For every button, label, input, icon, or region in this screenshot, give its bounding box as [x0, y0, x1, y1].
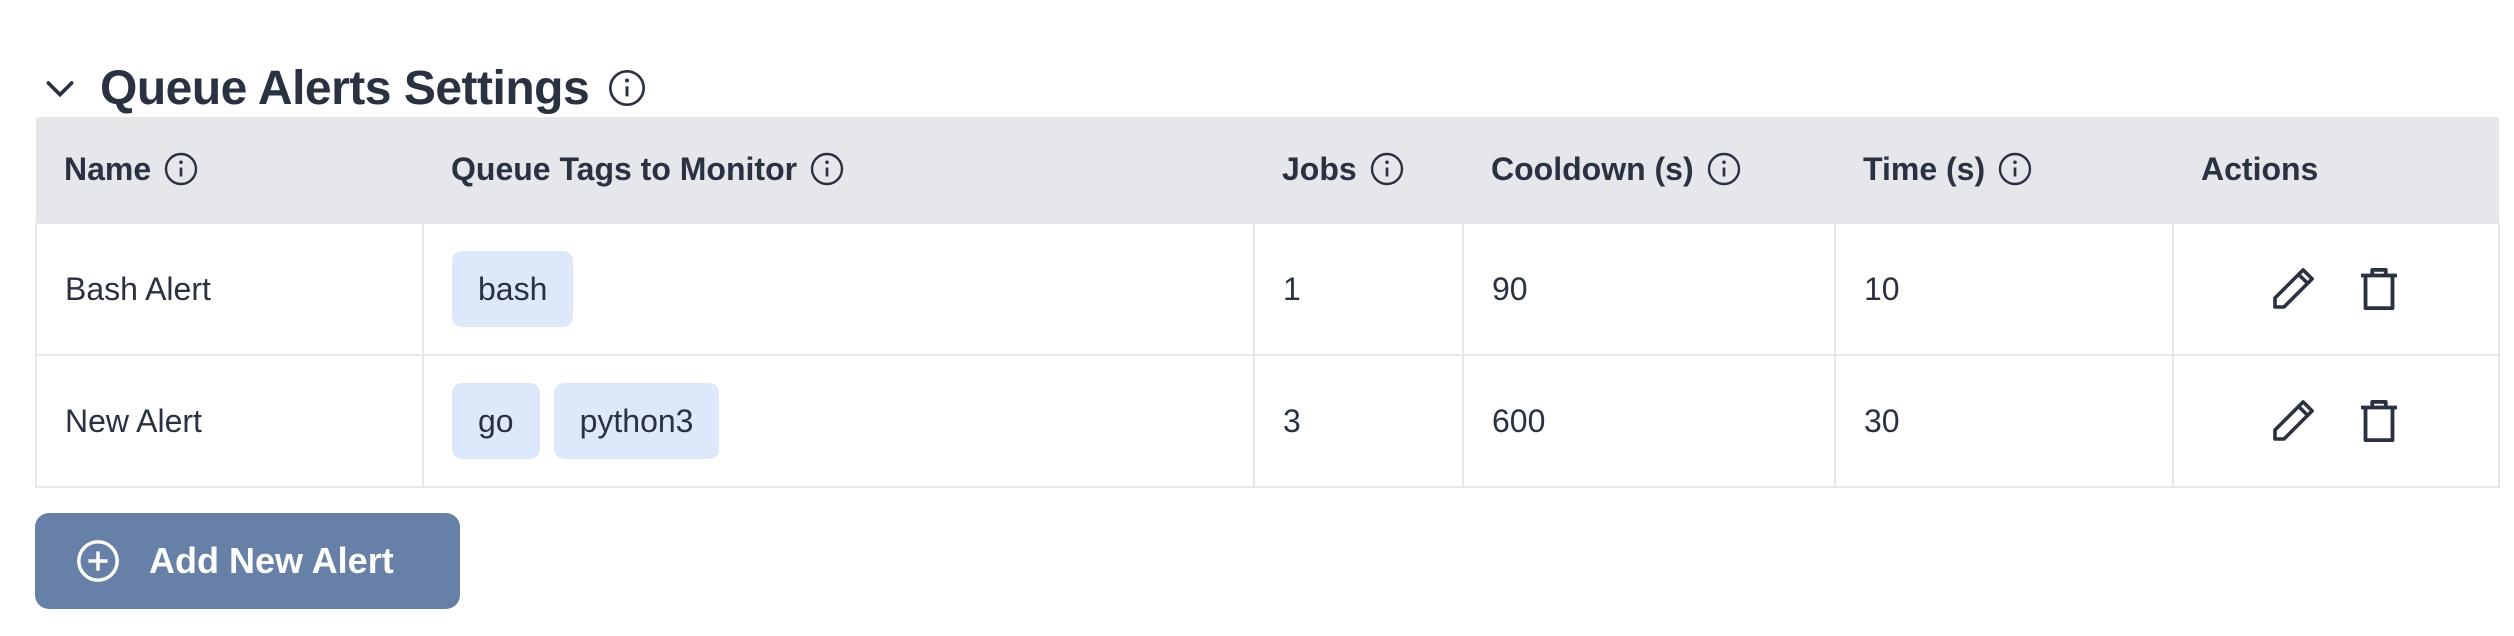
- row-actions: [2172, 354, 2500, 488]
- column-header: Jobs: [1254, 117, 1463, 223]
- column-header-label: Time (s): [1863, 151, 1986, 187]
- info-icon[interactable]: [809, 151, 845, 187]
- queue-tag: python3: [553, 383, 720, 459]
- alert-name: Bash Alert: [35, 222, 424, 356]
- column-header: Actions: [2173, 117, 2499, 223]
- pencil-icon[interactable]: [2266, 394, 2320, 448]
- column-header-label: Cooldown (s): [1491, 151, 1694, 187]
- column-header: Name: [36, 117, 423, 223]
- info-icon[interactable]: [1706, 151, 1742, 187]
- info-icon[interactable]: [1997, 151, 2033, 187]
- add-new-alert-label: Add New Alert: [149, 540, 394, 581]
- queue-tags: bash: [422, 222, 1255, 356]
- queue-tags: go python3: [422, 354, 1255, 488]
- cooldown-value: 90: [1462, 222, 1836, 356]
- column-header-label: Queue Tags to Monitor: [451, 151, 798, 187]
- pencil-icon[interactable]: [2266, 262, 2320, 316]
- column-header-label: Jobs: [1282, 151, 1357, 187]
- time-value: 10: [1834, 222, 2174, 356]
- info-icon[interactable]: [163, 151, 199, 187]
- table-row: Bash Alert bash 1 90 10: [35, 222, 2500, 356]
- info-icon[interactable]: [607, 68, 647, 108]
- alert-name: New Alert: [35, 354, 424, 488]
- time-value: 30: [1834, 354, 2174, 488]
- column-header: Time (s): [1835, 117, 2173, 223]
- column-header-label: Name: [64, 151, 152, 187]
- trash-icon[interactable]: [2352, 262, 2406, 316]
- column-header: Cooldown (s): [1463, 117, 1835, 223]
- section-header: Queue Alerts Settings: [40, 52, 647, 124]
- queue-tag: bash: [452, 251, 574, 327]
- row-actions: [2172, 222, 2500, 356]
- alerts-table: Name Queue Tags to Monitor Jobs Cooldown (s…: [35, 117, 2500, 488]
- plus-circle-icon: [77, 540, 119, 582]
- trash-icon[interactable]: [2352, 394, 2406, 448]
- section-title: Queue Alerts Settings: [100, 61, 590, 115]
- jobs-value: 1: [1253, 222, 1464, 356]
- queue-tag: go: [452, 383, 540, 459]
- column-header-label: Actions: [2201, 151, 2319, 187]
- table-row: New Alert go python3 3 600 30: [35, 354, 2500, 488]
- info-icon[interactable]: [1369, 151, 1405, 187]
- add-new-alert-button[interactable]: Add New Alert: [35, 513, 460, 609]
- column-header: Queue Tags to Monitor: [423, 117, 1254, 223]
- chevron-down-icon[interactable]: [40, 68, 80, 108]
- jobs-value: 3: [1253, 354, 1464, 488]
- cooldown-value: 600: [1462, 354, 1836, 488]
